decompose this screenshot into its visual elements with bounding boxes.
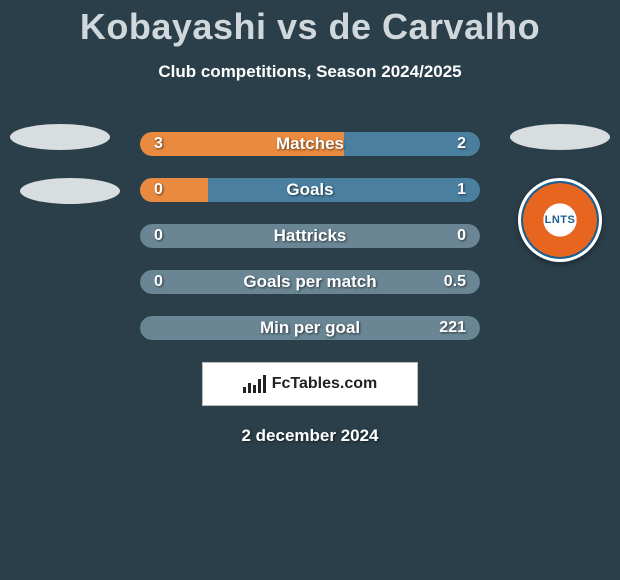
- stat-value-left: 0: [154, 227, 163, 245]
- stat-value-left: 0: [154, 181, 163, 199]
- stat-bar-left: [140, 178, 208, 202]
- stat-value-left: 3: [154, 135, 163, 153]
- stat-label: Goals: [286, 180, 333, 200]
- stat-label: Goals per match: [243, 272, 376, 292]
- bar-chart-icon: [243, 375, 266, 393]
- stat-value-right: 0.5: [444, 273, 466, 291]
- stat-row-matches: 3 Matches 2: [140, 132, 480, 156]
- stat-label: Min per goal: [260, 318, 360, 338]
- stat-value-right: 221: [439, 319, 466, 337]
- stat-row-goals-per-match: 0 Goals per match 0.5: [140, 270, 480, 294]
- brand-text: FcTables.com: [272, 375, 378, 393]
- snapshot-date: 2 december 2024: [0, 426, 620, 446]
- stat-label: Hattricks: [274, 226, 347, 246]
- stats-container: 3 Matches 2 0 Goals 1 0 Hattricks 0 0 Go…: [0, 132, 620, 340]
- comparison-title: Kobayashi vs de Carvalho: [0, 0, 620, 48]
- stat-row-goals: 0 Goals 1: [140, 178, 480, 202]
- stat-value-right: 2: [457, 135, 466, 153]
- stat-row-hattricks: 0 Hattricks 0: [140, 224, 480, 248]
- stat-row-min-per-goal: Min per goal 221: [140, 316, 480, 340]
- comparison-subtitle: Club competitions, Season 2024/2025: [0, 62, 620, 82]
- stat-value-left: 0: [154, 273, 163, 291]
- brand-box[interactable]: FcTables.com: [202, 362, 418, 406]
- stat-value-right: 0: [457, 227, 466, 245]
- stat-label: Matches: [276, 134, 344, 154]
- stat-value-right: 1: [457, 181, 466, 199]
